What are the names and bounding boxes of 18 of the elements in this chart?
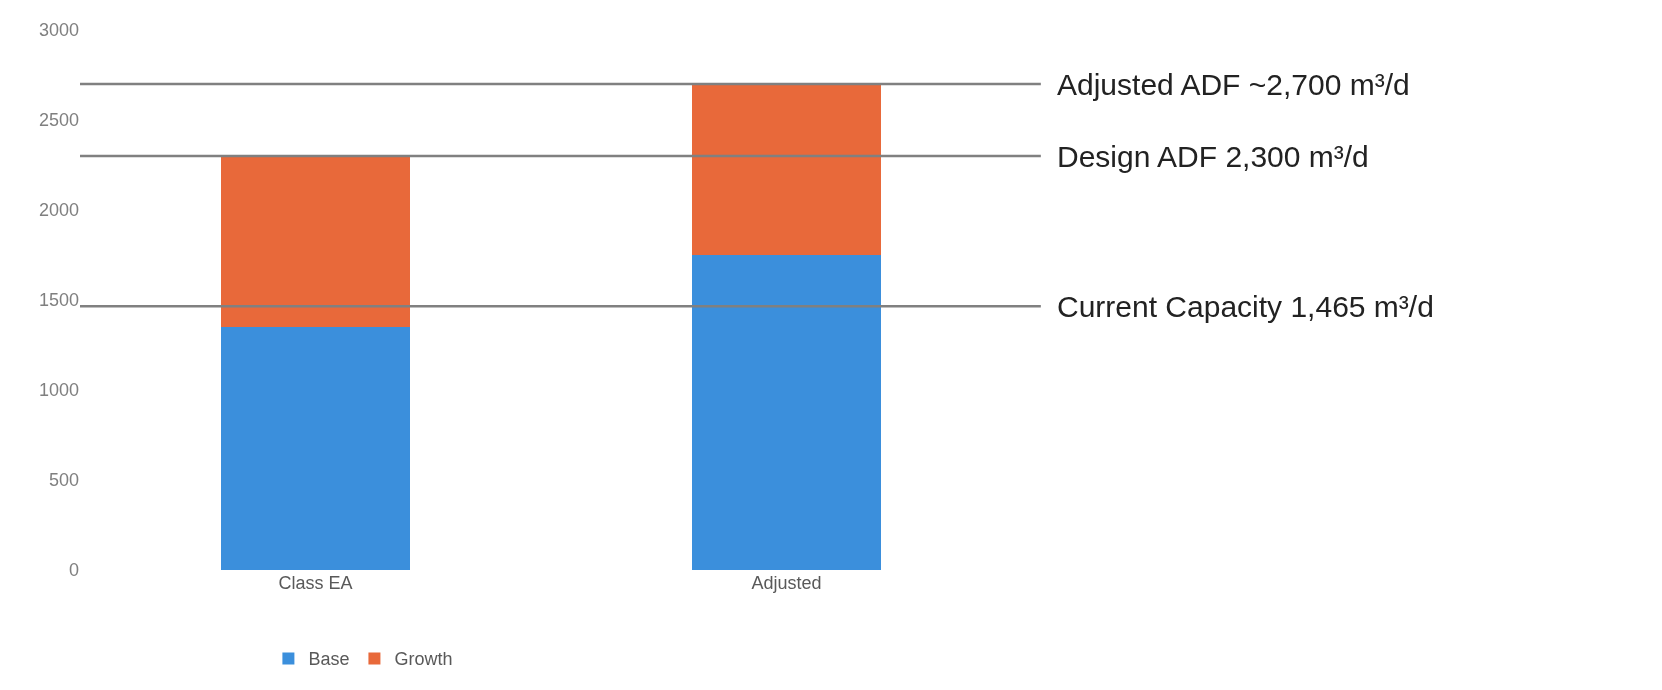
y-tick-label: 1500 <box>38 290 79 311</box>
bar <box>692 255 881 570</box>
ref-line-label: Adjusted ADF ~2,700 m³/d <box>1057 68 1410 101</box>
y-tick-label: 2000 <box>38 200 79 221</box>
y-tick-label: 3000 <box>38 20 79 41</box>
x-tick-label: Class EA <box>278 573 353 593</box>
ref-line-label: Current Capacity 1,465 m³/d <box>1057 290 1434 323</box>
x-tick-label: Adjusted <box>751 573 822 593</box>
ref-line-label: Design ADF 2,300 m³/d <box>1057 140 1369 173</box>
y-tick-label: 1000 <box>38 380 79 401</box>
legend-label: Growth <box>394 649 453 670</box>
y-tick-label: 2500 <box>38 110 79 131</box>
bar <box>692 84 881 255</box>
legend-label: Base <box>308 649 350 670</box>
y-tick-label: 0 <box>68 560 79 581</box>
y-tick-label: 500 <box>48 470 79 491</box>
bar <box>221 156 410 327</box>
bar <box>221 327 410 570</box>
